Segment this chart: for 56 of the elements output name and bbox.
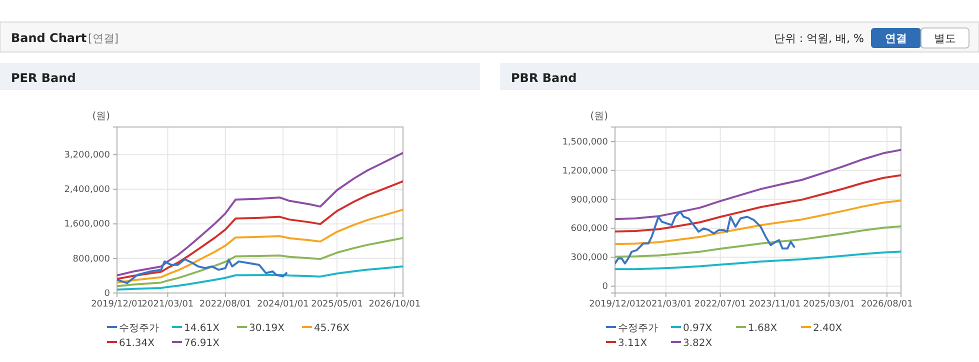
legend-label: 수정주가 [119,323,159,334]
y-axis-title: (원) [92,111,110,122]
legend-label: 2.40X [813,323,842,334]
line-series [615,250,901,270]
text: [연결] [88,32,119,45]
legend-label: 0.97X [683,323,712,334]
line-series [117,265,403,291]
chart-title: PBR Band [511,71,577,85]
y-tick-label: 2,400,000 [64,185,110,196]
x-tick-label: 2026/08/01 [860,299,913,310]
legend-label: 3.82X [683,338,712,349]
chart-title: PER Band [11,71,76,85]
legend-label: 61.34X [119,338,155,349]
line-series [117,180,403,280]
legend-label: 30.19X [249,323,285,334]
x-tick-label: 2021/03/01 [640,299,692,310]
x-tick-label: 2025/03/01 [803,299,856,310]
x-tick-label: 2024/01/01 [257,299,309,310]
y-tick-label: 600,000 [570,224,608,234]
x-tick-label: 2022/07/01 [694,299,746,310]
line-series [117,237,403,288]
legend-label: 14.61X [184,323,220,334]
x-tick-label: 2025/05/01 [311,299,363,310]
x-tick-label: 2023/11/01 [748,299,801,310]
y-tick-label: 3,200,000 [64,150,110,161]
line-series [117,208,403,284]
legend-label: 1.68X [748,323,778,334]
x-tick-label: 2026/10/01 [368,299,421,310]
y-tick-label: 1,200,000 [562,166,608,176]
line-series [117,152,403,276]
line-series [117,258,288,284]
x-tick-label: 2021/03/01 [142,299,194,310]
text: 연결 [885,32,907,45]
y-tick-label: 900,000 [570,195,608,206]
line-series [615,225,901,258]
y-tick-label: 0 [602,282,608,292]
y-tick-label: 300,000 [570,253,608,264]
line-series [615,148,901,220]
legend-label: 76.91X [184,338,220,349]
y-tick-label: 1,600,000 [64,220,110,230]
x-tick-label: 2022/08/01 [199,299,252,310]
legend-label: 45.76X [314,323,350,334]
text: Band Chart [11,31,87,45]
legend-label: 수정주가 [618,323,658,334]
line-series [615,210,796,264]
text: 단위 : 억원, 배, % [774,32,864,45]
line-series [615,174,901,233]
y-tick-label: 1,500,000 [562,137,608,148]
line-series [615,200,901,246]
text: 별도 [934,32,956,45]
x-tick-label: 2019/12/01 [589,299,641,310]
x-tick-label: 2019/12/01 [91,299,143,310]
y-axis-title: (원) [590,111,608,122]
y-tick-label: 800,000 [72,254,110,264]
y-tick-label: 0 [104,288,110,299]
legend-label: 3.11X [618,338,648,349]
